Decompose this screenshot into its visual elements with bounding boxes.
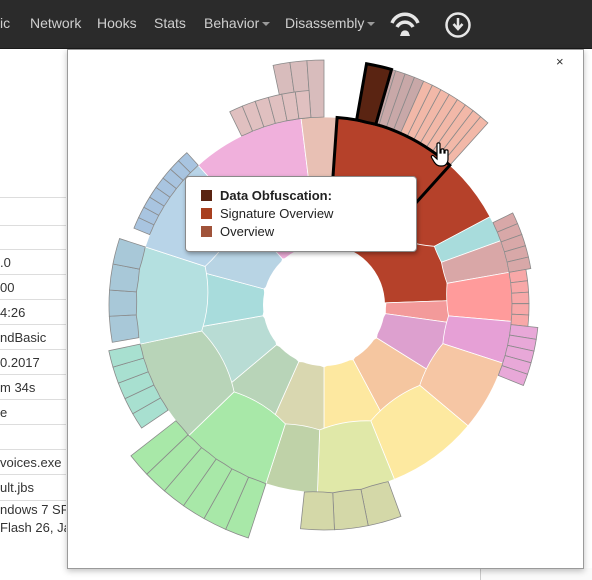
info-row [0,424,66,450]
top-navbar: ic Network Hooks Stats Behavior Disassem… [0,0,592,49]
legend-swatch [201,208,212,219]
sunburst-segment-outer[interactable] [177,152,199,174]
nav-item-static[interactable]: ic [0,15,11,31]
info-row [0,197,66,248]
info-row: 4:26 [0,299,66,325]
sunburst-segment-outer[interactable] [510,280,530,294]
info-row: e [0,399,66,425]
signal-icon[interactable] [389,9,421,37]
info-row: 00 [0,274,66,300]
info-row: voices.exe [0,449,66,475]
sunburst-segment-outer[interactable] [130,420,189,475]
sunburst-segment-outer[interactable] [497,365,529,387]
info-row: 0.2017 [0,349,66,375]
legend-swatch [201,226,212,237]
info-row: .0 [0,249,66,275]
chevron-down-icon [367,22,376,27]
nav-item-hooks[interactable]: Hooks [97,15,137,31]
sunburst-segment-outer[interactable] [108,343,145,368]
info-row: ult.jbs [0,474,66,500]
sunburst-segment-outer[interactable] [511,303,530,316]
sunburst-segment-outer[interactable] [306,59,325,118]
info-row: ndBasic [0,324,66,350]
sunburst-segment-outer[interactable] [511,291,530,305]
info-row-multiline: ndows 7 SP1 Flash 26, Ja [0,500,66,535]
chart-tooltip: Data Obfuscation: Signature Overview Ove… [185,176,417,252]
tooltip-item: Signature Overview [201,205,333,223]
data-obfuscation-segment[interactable] [354,61,394,126]
background-bottom-strip [480,568,592,580]
nav-item-behavior[interactable]: Behavior [204,15,271,31]
sunburst-segment-outer[interactable] [108,289,138,317]
sunburst-segment-outer[interactable] [112,238,146,270]
legend-swatch [201,190,212,201]
tooltip-item: Data Obfuscation: [201,187,332,205]
info-row: m 34s [0,374,66,400]
sunburst-segment-outer[interactable] [108,314,140,343]
download-icon[interactable] [444,11,472,39]
sunburst-segment-outer[interactable] [300,491,335,531]
tooltip-item: Overview [201,223,274,241]
background-info-panel: .0 00 4:26 ndBasic 0.2017 m 34s e voices… [0,49,66,580]
nav-item-stats[interactable]: Stats [154,15,186,31]
info-row [0,225,66,251]
close-button[interactable]: × [556,54,564,69]
sunburst-center [263,244,385,366]
sunburst-segment-outer[interactable] [294,90,312,120]
chevron-down-icon [262,22,271,27]
nav-item-disassembly[interactable]: Disassembly [285,15,376,31]
hand-cursor-icon [430,142,449,167]
nav-item-network[interactable]: Network [30,15,82,31]
